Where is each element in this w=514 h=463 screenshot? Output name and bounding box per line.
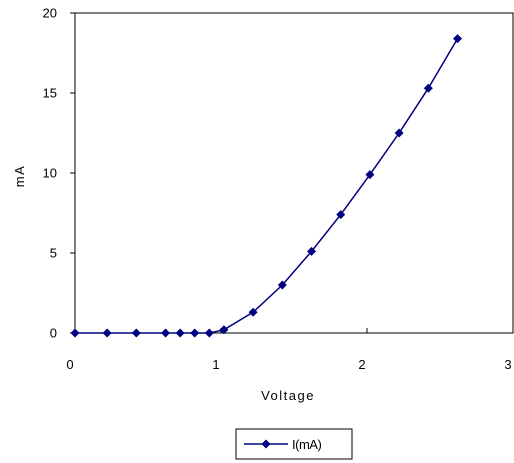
data-point <box>219 325 229 335</box>
data-point <box>453 34 463 44</box>
x-axis-title: Voltage <box>261 388 315 403</box>
y-tick-label: 5 <box>50 246 57 261</box>
data-point <box>423 83 433 93</box>
data-point <box>248 307 258 317</box>
data-point <box>336 210 346 220</box>
x-tick-label: 1 <box>212 357 219 372</box>
y-axis-ticks: 0 5 10 15 20 <box>43 6 75 341</box>
x-tick-label: 2 <box>358 357 365 372</box>
data-point <box>70 328 80 338</box>
y-tick-label: 20 <box>43 6 57 21</box>
y-tick-label: 10 <box>43 166 57 181</box>
data-point <box>365 170 375 180</box>
data-point <box>161 328 171 338</box>
series-line <box>75 38 459 334</box>
legend: I(mA) <box>235 428 353 460</box>
data-point <box>204 328 214 338</box>
data-point <box>175 328 185 338</box>
plot-area <box>74 12 514 334</box>
data-point <box>307 246 317 256</box>
y-axis-title: mA <box>12 165 27 188</box>
legend-diamond-marker <box>261 439 271 449</box>
data-point <box>190 328 200 338</box>
y-tick-label: 0 <box>50 326 57 341</box>
data-point <box>102 328 112 338</box>
data-point <box>277 280 287 290</box>
x-tick-label: 3 <box>504 357 511 372</box>
x-tick-label: 0 <box>66 357 73 372</box>
data-point <box>131 328 141 338</box>
data-point <box>394 128 404 138</box>
series-layer <box>70 34 463 338</box>
legend-label: I(mA) <box>292 437 321 452</box>
y-tick-label: 15 <box>43 86 57 101</box>
plot-border <box>74 12 514 334</box>
x-axis-ticks: 0 1 2 3 <box>66 328 514 372</box>
